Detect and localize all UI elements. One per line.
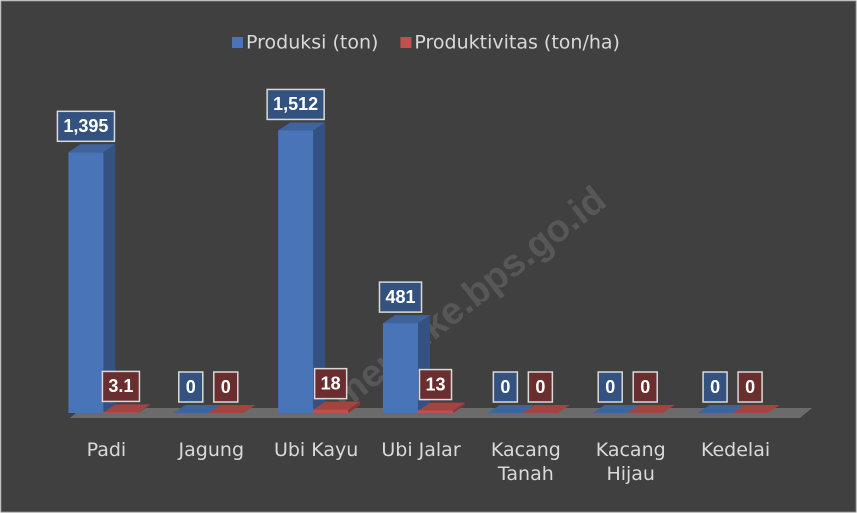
data-label-text: 1,512 [273,94,318,114]
bar-top [383,315,430,324]
x-tick-label: Kacang Tanah [490,439,561,485]
bar [697,405,745,413]
data-label: 0 [632,371,658,403]
bar-top [522,405,570,413]
bar-top [732,405,780,413]
data-label-text: 1,395 [63,116,108,136]
data-label: 0 [178,371,204,403]
data-label-box [378,281,423,313]
bar-top [173,405,221,413]
bar-top [68,144,116,153]
bar [313,401,361,413]
bar [103,404,151,413]
legend-swatch [400,37,412,48]
data-label: 3.1 [101,370,141,403]
data-label-box [527,371,554,403]
bar [627,405,675,413]
data-label-text: 0 [221,377,231,397]
bar-side [348,401,361,413]
bar [208,405,256,413]
bar-top [487,405,535,413]
bar-side [138,404,151,413]
bar-top [313,401,361,410]
x-tick-label: Padi [86,439,127,461]
data-label-box [597,371,623,403]
bar-side [103,144,116,413]
data-label-box [702,371,728,403]
bar [278,122,326,413]
bar-top [627,405,675,413]
bar-front [68,152,104,413]
x-tick-label: Ubi Kayu [273,439,359,461]
data-label-text: 13 [425,374,445,394]
bar-front [103,412,139,413]
data-label: 1,395 [56,110,116,143]
data-label-box [418,368,453,401]
x-tick-label: Kedelai [700,439,771,461]
bar [68,144,116,413]
data-label-box [266,88,325,121]
data-label-box [737,371,763,403]
data-label: 0 [702,371,728,403]
bar-front [278,130,314,413]
data-label-text: 0 [710,377,720,397]
legend-swatch [232,37,243,48]
data-label: 0 [213,371,239,403]
bar-top [208,405,256,413]
bar-front [313,409,349,413]
data-label-box [213,371,239,403]
legend-label: Produksi (ton) [246,32,378,54]
bar-top [697,405,745,413]
data-label-text: 18 [321,373,341,393]
legend: Produksi (ton) Produktivitas (ton/ha) [232,32,620,54]
data-label-text: 0 [745,377,755,397]
bar-top [278,122,326,131]
data-label-text: 0 [500,377,510,397]
data-label-text: 0 [186,377,196,397]
data-label-text: 0 [605,377,615,397]
data-label: 18 [313,367,348,400]
x-tick-label: Ubi Jalar [381,439,461,461]
bar [173,405,221,413]
bar [522,405,570,413]
bar [418,402,465,413]
data-label-text: 0 [535,377,545,397]
bar [732,405,780,413]
data-label-text: 3.1 [108,376,133,396]
data-label: 13 [418,368,453,401]
data-label: 0 [492,371,519,403]
data-label-text: 0 [640,377,650,397]
data-label-box [313,367,348,400]
data-label: 0 [527,371,554,403]
legend-label: Produktivitas (ton/ha) [414,32,620,54]
data-label-box [492,371,519,403]
data-label: 0 [597,371,623,403]
bar [592,405,640,413]
data-label-box [632,371,658,403]
data-label-text: 481 [385,287,415,307]
data-label-box [178,371,204,403]
data-label: 1,512 [266,88,325,121]
data-label: 481 [378,281,423,313]
x-tick-label: Kacang Hijau [595,439,666,485]
bar [487,405,535,413]
data-label-box [56,110,116,143]
bar-front [383,323,418,413]
bar-front [418,410,453,413]
data-label-box [101,370,141,403]
bar-side [453,402,465,413]
data-label: 0 [737,371,763,403]
bar-top [103,404,151,413]
bar-top [592,405,640,413]
x-tick-label: Jagung [178,439,244,461]
bar-top [418,402,465,411]
bar-side [313,122,326,413]
